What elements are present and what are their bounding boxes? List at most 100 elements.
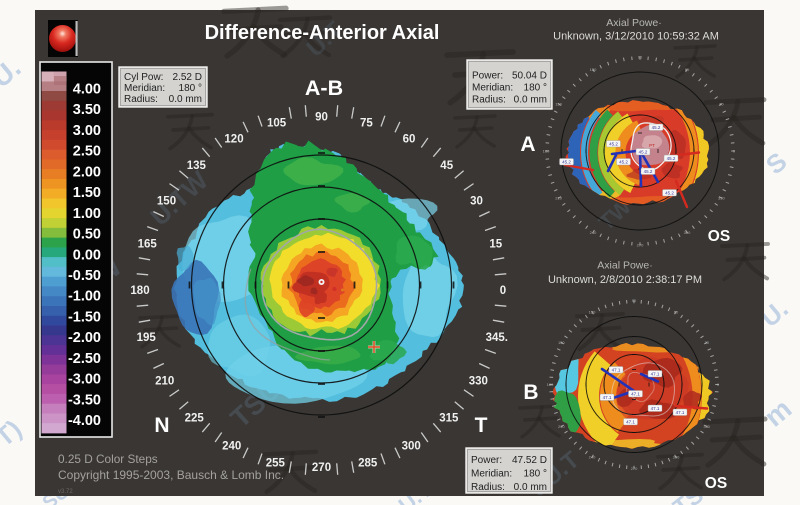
svg-text:2.52 D: 2.52 D <box>173 72 202 83</box>
svg-text:150: 150 <box>555 102 562 107</box>
svg-text:Unknown, 3/12/2010 10:59:32 AM: Unknown, 3/12/2010 10:59:32 AM <box>553 31 719 43</box>
svg-text:60: 60 <box>674 309 679 314</box>
svg-text:30: 30 <box>719 102 724 107</box>
svg-text:90: 90 <box>315 112 328 124</box>
svg-text:T: T <box>475 414 488 437</box>
svg-text:-2.00: -2.00 <box>68 330 101 346</box>
svg-text:0.0 mm: 0.0 mm <box>169 94 202 105</box>
svg-text:180 °: 180 ° <box>524 82 547 93</box>
svg-text:180 °: 180 ° <box>524 469 547 480</box>
svg-text:315: 315 <box>439 412 459 424</box>
svg-text:285: 285 <box>358 457 378 469</box>
svg-text:0: 0 <box>500 285 506 297</box>
svg-text:B: B <box>523 381 538 404</box>
svg-text:47.52 D: 47.52 D <box>512 455 547 466</box>
svg-text:45.2: 45.2 <box>644 169 653 174</box>
svg-text:345.: 345. <box>486 332 508 344</box>
svg-text:150: 150 <box>157 196 176 208</box>
svg-text:47.1: 47.1 <box>651 406 660 411</box>
svg-text:47.1: 47.1 <box>626 420 635 425</box>
svg-text:150: 150 <box>558 340 565 345</box>
svg-text:270: 270 <box>631 466 638 471</box>
svg-text:50.04 D: 50.04 D <box>512 71 547 82</box>
svg-text:90: 90 <box>632 298 637 303</box>
svg-text:3.50: 3.50 <box>73 102 101 118</box>
svg-text:-4.00: -4.00 <box>68 413 101 429</box>
svg-text:240: 240 <box>589 455 596 460</box>
svg-text:180: 180 <box>543 149 550 154</box>
svg-text:300: 300 <box>402 441 421 453</box>
svg-text:N: N <box>154 414 169 437</box>
svg-text:-1.50: -1.50 <box>68 309 101 325</box>
svg-text:47.1: 47.1 <box>651 372 660 377</box>
svg-text:A: A <box>520 133 535 156</box>
svg-text:-3.50: -3.50 <box>68 392 101 408</box>
svg-text:45.2: 45.2 <box>665 191 674 196</box>
svg-text:330: 330 <box>469 376 488 388</box>
svg-text:Axial Powe·: Axial Powe· <box>597 260 652 272</box>
svg-text:OS: OS <box>708 228 730 245</box>
svg-text:Copyright 1995-2003, Bausch &: Copyright 1995-2003, Bausch & Lomb Inc. <box>58 468 284 482</box>
svg-text:3.00: 3.00 <box>73 123 101 139</box>
svg-text:2.50: 2.50 <box>73 144 101 160</box>
svg-text:Power:: Power: <box>471 455 502 466</box>
svg-text:255: 255 <box>266 457 286 469</box>
svg-text:PT: PT <box>649 143 655 148</box>
svg-text:OS: OS <box>705 475 727 492</box>
svg-text:0.0 mm: 0.0 mm <box>514 482 547 493</box>
svg-text:Axial Powe·: Axial Powe· <box>606 17 661 29</box>
svg-text:330: 330 <box>703 424 710 429</box>
svg-text:4.00: 4.00 <box>73 82 101 98</box>
svg-text:0.0 mm: 0.0 mm <box>514 94 547 105</box>
svg-text:Meridian:: Meridian: <box>124 83 165 94</box>
svg-text:Radius:: Radius: <box>471 482 505 493</box>
svg-text:180: 180 <box>130 285 149 297</box>
svg-text:30: 30 <box>704 340 709 345</box>
svg-text:Meridian:: Meridian: <box>472 82 513 93</box>
svg-text:1.00: 1.00 <box>73 206 101 222</box>
svg-text:240: 240 <box>590 230 597 235</box>
svg-text:v3.72: v3.72 <box>58 489 73 495</box>
svg-text:47.1: 47.1 <box>676 410 685 415</box>
svg-text:47.1: 47.1 <box>603 395 612 400</box>
svg-text:120: 120 <box>224 133 243 145</box>
svg-text:Power:: Power: <box>472 71 503 82</box>
svg-text:45.2: 45.2 <box>562 160 571 165</box>
svg-text:0: 0 <box>733 149 736 154</box>
svg-text:105: 105 <box>267 117 287 129</box>
svg-text:30: 30 <box>470 196 483 208</box>
svg-text:1.50: 1.50 <box>73 185 101 201</box>
svg-text:120: 120 <box>589 309 596 314</box>
svg-text:330: 330 <box>718 196 725 201</box>
svg-text:300: 300 <box>673 455 680 460</box>
svg-text:Meridian:: Meridian: <box>471 469 512 480</box>
svg-text:47.1: 47.1 <box>631 392 640 397</box>
svg-text:0.00: 0.00 <box>73 247 101 263</box>
svg-text:-0.50: -0.50 <box>68 268 101 284</box>
svg-text:45.2: 45.2 <box>639 150 648 155</box>
svg-text:75: 75 <box>360 117 373 129</box>
svg-text:0.25 D Color Steps: 0.25 D Color Steps <box>58 452 158 466</box>
svg-text:210: 210 <box>555 196 562 201</box>
svg-text:225: 225 <box>185 412 205 424</box>
svg-text:Radius:: Radius: <box>472 94 506 105</box>
svg-text:-2.50: -2.50 <box>68 351 101 367</box>
svg-text:45.2: 45.2 <box>609 142 618 147</box>
svg-text:Cyl Pow:: Cyl Pow: <box>124 72 163 83</box>
svg-text:45.2: 45.2 <box>667 156 676 161</box>
svg-text:45.2: 45.2 <box>619 160 628 165</box>
svg-text:90: 90 <box>638 55 643 60</box>
svg-text:195: 195 <box>137 332 157 344</box>
svg-text:300: 300 <box>684 230 691 235</box>
svg-text:210: 210 <box>558 424 565 429</box>
svg-text:-3.00: -3.00 <box>68 372 101 388</box>
svg-text:210: 210 <box>155 376 174 388</box>
svg-text:180: 180 <box>547 382 554 387</box>
svg-text:45.2: 45.2 <box>652 125 661 130</box>
svg-text:47.1: 47.1 <box>612 368 621 373</box>
svg-text:60: 60 <box>403 133 416 145</box>
svg-text:120: 120 <box>590 67 597 72</box>
svg-text:165: 165 <box>138 238 158 250</box>
svg-text:Unknown, 2/8/2010 2:38:17 PM: Unknown, 2/8/2010 2:38:17 PM <box>548 274 702 286</box>
svg-text:240: 240 <box>222 441 241 453</box>
